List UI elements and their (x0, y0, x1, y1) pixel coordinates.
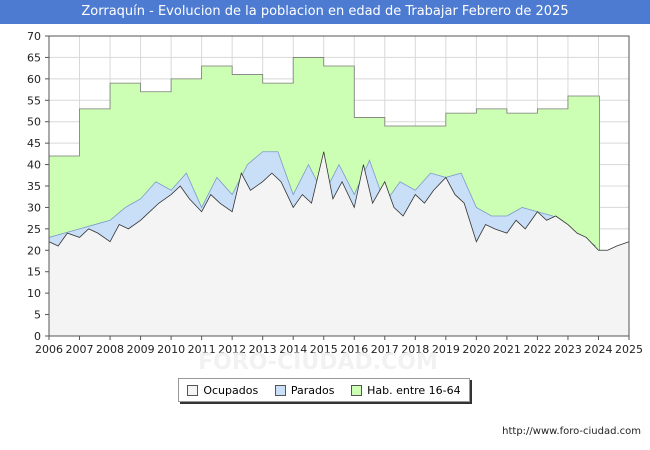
legend-item-parados: Parados (274, 383, 335, 397)
x-tick-label: 2015 (310, 343, 338, 356)
y-tick-label: 60 (27, 73, 41, 86)
x-tick-label: 2024 (584, 343, 612, 356)
y-tick-label: 5 (34, 309, 41, 322)
x-tick-label: 2013 (249, 343, 277, 356)
y-tick-label: 55 (27, 94, 41, 107)
legend-item-ocupados: Ocupados (187, 384, 258, 397)
x-tick-label: 2021 (493, 343, 521, 356)
legend-swatch-hab (351, 384, 363, 396)
footer-url[interactable]: http://www.foro-ciudad.com (502, 426, 641, 437)
x-tick-label: 2018 (401, 343, 429, 356)
watermark: FORO-CIUDAD.COM (198, 350, 438, 375)
x-tick-label: 2019 (432, 343, 460, 356)
x-tick-label: 2010 (157, 343, 185, 356)
x-tick-label: 2009 (127, 343, 155, 356)
y-tick-label: 45 (27, 137, 41, 150)
x-tick-label: 2006 (35, 343, 63, 356)
y-tick-label: 0 (34, 330, 41, 343)
x-tick-label: 2016 (340, 343, 368, 356)
legend-label-parados: Parados (290, 383, 335, 397)
y-tick-label: 10 (27, 287, 41, 300)
y-tick-label: 25 (27, 223, 41, 236)
legend-item-hab: Hab. entre 16-64 (351, 384, 461, 397)
y-tick-label: 35 (27, 180, 41, 193)
legend-swatch-ocupados (187, 384, 199, 396)
y-tick-label: 50 (27, 116, 41, 129)
y-tick-label: 20 (27, 244, 41, 257)
x-tick-label: 2025 (615, 343, 643, 356)
legend-label-hab: Hab. entre 16-64 (367, 383, 461, 397)
legend-label-ocupados: Ocupados (203, 383, 259, 397)
series-layer (48, 57, 630, 337)
y-tick-label: 40 (27, 159, 41, 172)
x-tick-label: 2023 (554, 343, 582, 356)
y-tick-label: 65 (27, 51, 41, 64)
chart-title: Zorraquín - Evolucion de la poblacion en… (0, 0, 650, 24)
x-tick-label: 2017 (371, 343, 399, 356)
legend: Ocupados Parados Hab. entre 16-64 (178, 378, 470, 402)
y-tick-label: 70 (27, 30, 41, 43)
x-tick-label: 2020 (462, 343, 490, 356)
series-ocupados-line (48, 151, 630, 251)
x-tick-label: 2012 (218, 343, 246, 356)
x-tick-label: 2014 (279, 343, 307, 356)
series-ocupados-area (49, 151, 629, 336)
x-tick-label: 2008 (96, 343, 124, 356)
legend-swatch-parados (274, 384, 286, 396)
x-tick-label: 2022 (523, 343, 551, 356)
y-tick-label: 15 (27, 266, 41, 279)
y-tick-label: 30 (27, 201, 41, 214)
x-tick-label: 2007 (66, 343, 94, 356)
x-tick-label: 2011 (188, 343, 216, 356)
